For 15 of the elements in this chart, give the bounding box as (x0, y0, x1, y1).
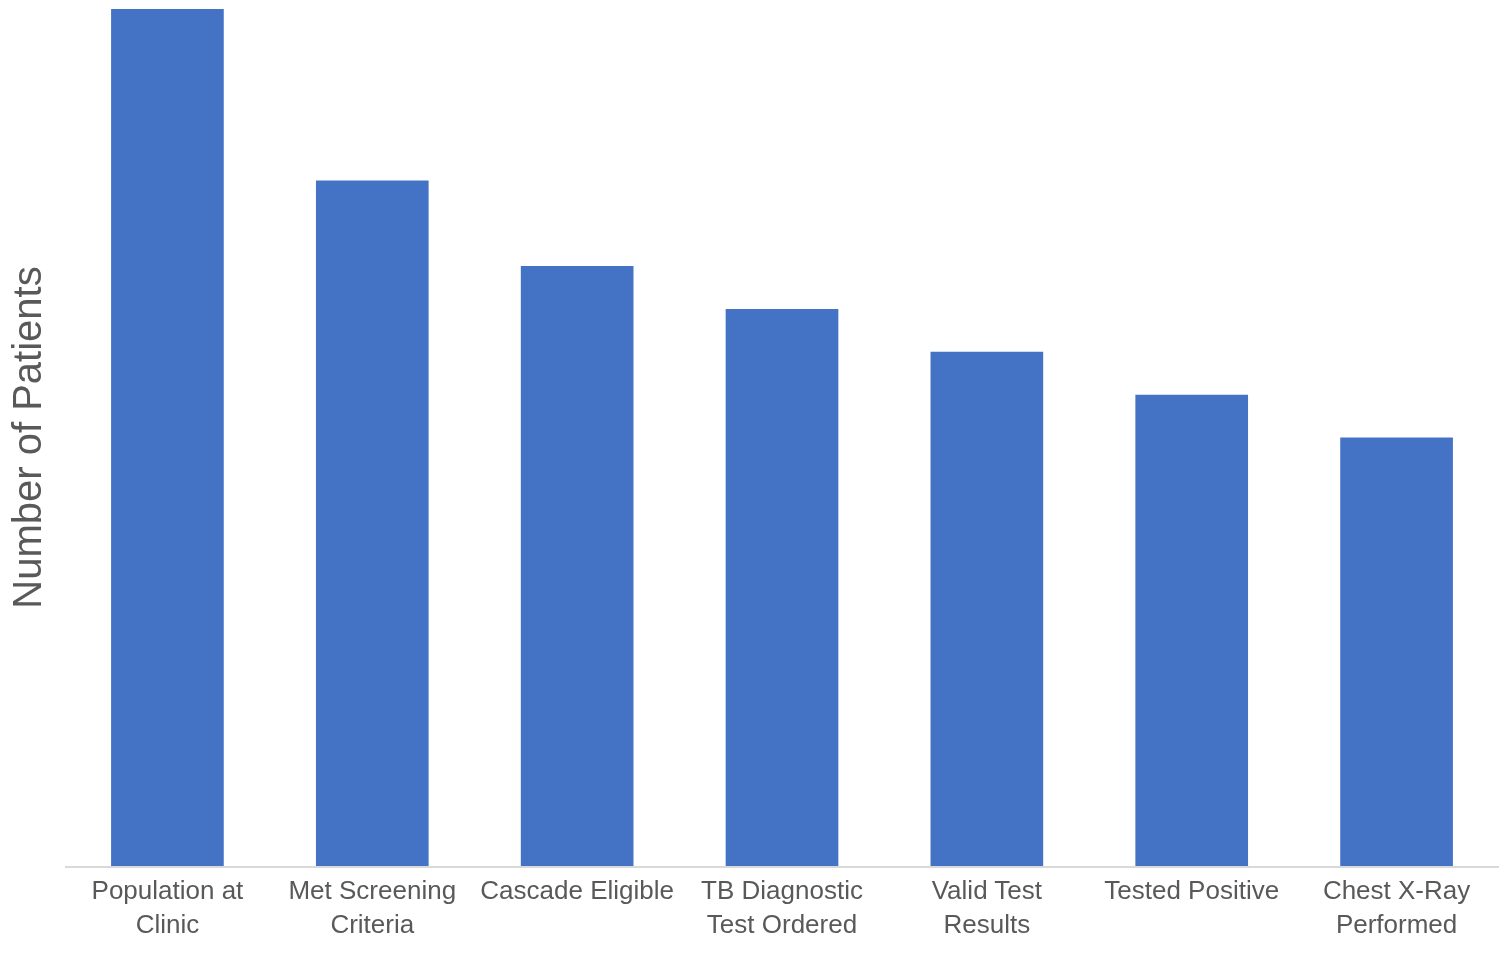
bar (111, 9, 224, 866)
x-tick-label: Tested Positive (1104, 875, 1280, 906)
bar (930, 351, 1044, 866)
y-axis-title: Number of Patients (4, 266, 49, 609)
x-tick-label: Valid Test Results (931, 875, 1043, 939)
x-tick-label: Population at Clinic (91, 875, 245, 939)
x-tick-label: Met Screening Criteria (288, 875, 457, 939)
x-tick-label: TB Diagnostic Test Ordered (701, 875, 863, 939)
x-tick-label: Cascade Eligible (480, 875, 674, 906)
x-tick-label: Chest X-Ray Performed (1322, 875, 1471, 939)
bar (1135, 394, 1249, 866)
bar (1340, 437, 1453, 866)
bar (315, 180, 429, 866)
bar (725, 308, 839, 866)
bar (520, 266, 634, 866)
